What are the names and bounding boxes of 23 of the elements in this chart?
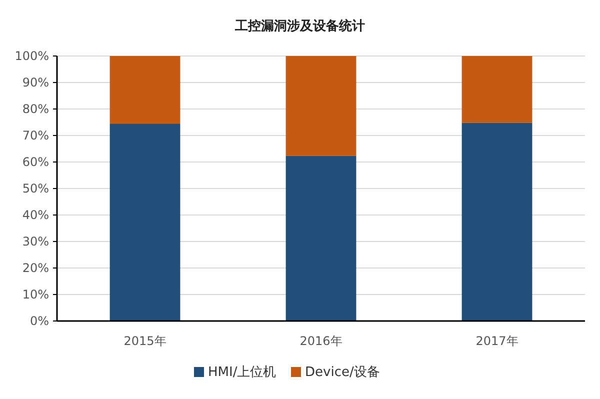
legend-label: Device/设备 <box>305 365 380 380</box>
y-tick-label: 20% <box>22 261 49 275</box>
bar <box>110 56 180 124</box>
legend-label: HMI/上位机 <box>208 365 276 380</box>
y-tick-label: 90% <box>22 76 49 90</box>
y-tick-label: 40% <box>22 208 49 222</box>
y-tick-label: 0% <box>30 314 49 328</box>
y-tick-label: 50% <box>22 182 49 196</box>
bar <box>462 56 532 123</box>
x-tick-label: 2015年 <box>124 334 166 348</box>
y-tick-label: 70% <box>22 128 49 142</box>
bar <box>286 156 356 321</box>
x-tick-label: 2017年 <box>476 334 518 348</box>
bar <box>462 122 532 321</box>
chart-title: 工控漏洞涉及设备统计 <box>234 18 365 34</box>
bar <box>110 124 180 321</box>
y-tick-label: 30% <box>22 234 49 248</box>
y-tick-label: 100% <box>14 49 49 63</box>
bar <box>286 56 356 156</box>
y-tick-label: 10% <box>22 288 49 302</box>
x-tick-label: 2016年 <box>300 334 342 348</box>
y-tick-label: 60% <box>22 155 49 169</box>
y-tick-label: 80% <box>22 102 49 116</box>
